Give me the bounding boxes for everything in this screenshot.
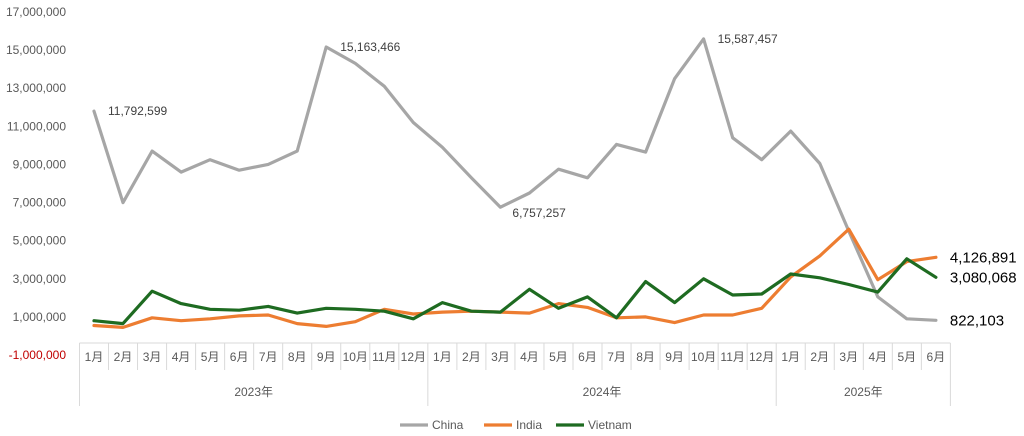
x-tick-label: 9月: [665, 350, 684, 364]
end-value-label: 3,080,068: [950, 269, 1017, 286]
x-tick-label: 5月: [897, 350, 916, 364]
y-tick-label: 5,000,000: [13, 234, 67, 248]
year-label: 2023年: [234, 385, 273, 399]
y-tick-label: 1,000,000: [13, 310, 67, 324]
series-line-india: [92, 227, 938, 329]
x-tick-label: 1月: [433, 350, 452, 364]
data-label: 15,163,466: [340, 40, 400, 54]
y-tick-label: 15,000,000: [6, 43, 66, 57]
x-tick-label: 6月: [230, 350, 249, 364]
x-tick-label: 12月: [749, 350, 774, 364]
y-tick-label: 7,000,000: [13, 196, 67, 210]
x-tick-label: 2月: [114, 350, 133, 364]
x-tick-label: 1月: [781, 350, 800, 364]
x-tick-label: 11月: [372, 350, 396, 364]
legend: China India Vietnam: [400, 418, 632, 432]
x-axis: 1月 2月 3月 4月 5月 6月 7月 8月 9月 10月 11月 12月 1月 2月 3月 4月 5月 6月 7…: [78, 342, 951, 406]
x-tick-label: 3月: [491, 350, 510, 364]
y-tick-label: 13,000,000: [6, 81, 66, 95]
series-line-china: [92, 37, 938, 322]
year-label: 2024年: [583, 385, 622, 399]
y-axis: 17,000,000 15,000,000 13,000,000 11,000,000…: [6, 5, 66, 362]
year-label: 2025年: [844, 385, 883, 399]
x-tick-label: 7月: [259, 350, 278, 364]
x-tick-label: 9月: [317, 350, 336, 364]
x-tick-label: 8月: [636, 350, 655, 364]
x-tick-label: 2月: [462, 350, 481, 364]
end-value-label: 4,126,891: [950, 249, 1017, 266]
x-tick-label: 2月: [810, 350, 829, 364]
legend-label-vietnam: Vietnam: [588, 418, 632, 432]
data-label: 11,792,599: [108, 104, 167, 118]
y-tick-label: 3,000,000: [13, 272, 67, 286]
x-tick-label: 1月: [85, 350, 104, 364]
x-tick-label: 4月: [868, 350, 887, 364]
data-label: 15,587,457: [718, 32, 778, 46]
annotations: 11,792,599 15,163,466 6,757,257 15,587,457 4…: [108, 32, 1017, 329]
x-tick-label: 11月: [720, 350, 744, 364]
x-tick-label: 5月: [549, 350, 568, 364]
x-tick-label: 3月: [839, 350, 858, 364]
x-tick-label: 3月: [143, 350, 162, 364]
series-line-vietnam: [92, 257, 938, 326]
x-tick-label: 12月: [401, 350, 426, 364]
x-tick-label: 6月: [578, 350, 597, 364]
x-tick-label: 10月: [343, 350, 368, 364]
x-tick-label: 5月: [201, 350, 220, 364]
end-value-label: 822,103: [950, 312, 1004, 329]
x-tick-label: 10月: [691, 350, 716, 364]
legend-label-india: India: [516, 418, 542, 432]
data-label: 6,757,257: [512, 206, 566, 220]
x-tick-label: 6月: [927, 350, 946, 364]
y-tick-label: -1,000,000: [9, 348, 67, 362]
x-tick-label: 7月: [607, 350, 626, 364]
legend-label-china: China: [432, 418, 464, 432]
y-tick-label: 9,000,000: [13, 157, 67, 171]
x-tick-label: 4月: [172, 350, 191, 364]
y-tick-label: 17,000,000: [6, 5, 66, 19]
x-tick-label: 4月: [520, 350, 539, 364]
x-tick-label: 8月: [288, 350, 307, 364]
series-lines: [92, 37, 938, 329]
y-tick-label: 11,000,000: [7, 119, 66, 133]
